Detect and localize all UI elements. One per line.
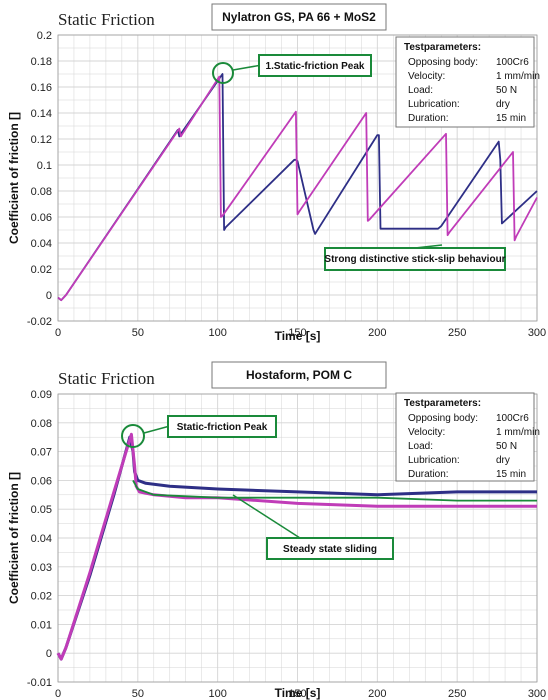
x-tick-label: 250 [448, 327, 466, 339]
x-tick-label: 0 [55, 327, 61, 339]
x-axis-label: Time [s] [275, 329, 321, 343]
parameter-label: Duration: [408, 469, 449, 480]
plot-frame [57, 34, 538, 322]
y-tick-label: -0.02 [27, 316, 52, 328]
y-tick-label: 0.04 [31, 238, 52, 250]
y-tick-label: 0.2 [37, 30, 52, 42]
parameter-label: Load: [408, 85, 433, 96]
x-tick-label: 100 [208, 327, 226, 339]
y-axis-label: Coefficient of friction [] [7, 112, 21, 244]
y-tick-label: 0.06 [31, 475, 52, 487]
y-tick-label: 0.08 [31, 186, 52, 198]
chart-title: Hostaform, POM C [246, 368, 352, 382]
y-axis-label: Coefficient of friction [] [7, 472, 21, 604]
parameter-label: Lubrication: [408, 455, 460, 466]
y-tick-label: -0.01 [27, 677, 52, 689]
chart-2: -0.0100.010.020.030.040.050.060.070.080.… [7, 361, 546, 700]
x-tick-label: 100 [208, 688, 226, 700]
annotation-leader [232, 494, 301, 539]
annotation-leader [232, 64, 260, 71]
chart-label: Static Friction [58, 369, 155, 388]
parameter-label: Lubrication: [408, 99, 460, 110]
x-tick-label: 0 [55, 688, 61, 700]
x-tick-label: 150 [288, 688, 306, 700]
y-tick-label: 0.14 [31, 108, 52, 120]
y-tick-label: 0 [46, 290, 52, 302]
testparameters-heading: Testparameters: [404, 398, 481, 409]
parameter-value: dry [496, 455, 510, 466]
plot-frame [57, 393, 538, 683]
x-tick-label: 200 [368, 327, 386, 339]
y-tick-label: 0.05 [31, 504, 52, 516]
y-tick-label: 0.18 [31, 56, 52, 68]
chart-label: Static Friction [58, 10, 155, 29]
series-line-3 [132, 479, 537, 502]
parameter-label: Load: [408, 441, 433, 452]
x-tick-label: 250 [448, 688, 466, 700]
y-tick-label: 0.06 [31, 212, 52, 224]
y-tick-label: 0.04 [31, 533, 52, 545]
parameter-value: 50 N [496, 85, 517, 96]
y-tick-label: 0.03 [31, 562, 52, 574]
parameter-value: 15 min [496, 469, 526, 480]
parameter-value: 100Cr6 [496, 57, 529, 68]
chart-title-box [211, 3, 387, 31]
parameter-label: Opposing body: [408, 57, 478, 68]
y-tick-label: 0.08 [31, 418, 52, 430]
chart-title-box [211, 361, 387, 389]
parameter-label: Duration: [408, 113, 449, 124]
parameter-label: Opposing body: [408, 413, 478, 424]
x-tick-label: 50 [132, 327, 144, 339]
chart-1: -0.0200.020.040.060.080.10.120.140.160.1… [7, 3, 546, 343]
x-tick-label: 300 [528, 688, 546, 700]
annotation-text: Static-friction Peak [177, 422, 268, 433]
testparameters-box [395, 392, 535, 482]
series-line-1 [57, 73, 538, 302]
annotation-leader [143, 425, 169, 434]
parameter-value: 15 min [496, 113, 526, 124]
y-tick-label: 0.12 [31, 134, 52, 146]
x-tick-label: 50 [132, 688, 144, 700]
annotation-text: Steady state sliding [283, 544, 377, 555]
parameter-value: 50 N [496, 441, 517, 452]
y-tick-label: 0.02 [31, 591, 52, 603]
testparameters-box [395, 36, 535, 128]
annotation-text: Strong distinctive stick-slip behaviour [324, 254, 505, 265]
y-tick-label: 0.09 [31, 389, 52, 401]
chart-title: Nylatron GS, PA 66 + MoS2 [222, 10, 376, 24]
parameter-value: dry [496, 99, 510, 110]
x-tick-label: 300 [528, 327, 546, 339]
y-tick-label: 0.1 [37, 160, 52, 172]
annotation-highlight-circle [212, 62, 234, 84]
annotation-box [258, 54, 372, 77]
y-tick-label: 0.16 [31, 82, 52, 94]
x-axis-label: Time [s] [275, 686, 321, 700]
y-tick-label: 0.07 [31, 447, 52, 459]
parameter-value: 1 mm/min [496, 71, 540, 82]
y-tick-label: 0 [46, 648, 52, 660]
annotation-box [167, 415, 277, 438]
series-line-2 [57, 75, 538, 302]
parameter-label: Velocity: [408, 427, 445, 438]
parameter-value: 100Cr6 [496, 413, 529, 424]
annotation-highlight-circle [121, 424, 145, 448]
x-tick-label: 200 [368, 688, 386, 700]
parameter-label: Velocity: [408, 71, 445, 82]
y-tick-label: 0.01 [31, 619, 52, 631]
testparameters-heading: Testparameters: [404, 42, 481, 53]
x-tick-label: 150 [288, 327, 306, 339]
annotation-box [324, 247, 506, 271]
annotation-text: 1.Static-friction Peak [266, 61, 365, 72]
y-tick-label: 0.02 [31, 264, 52, 276]
annotation-box [266, 537, 394, 560]
parameter-value: 1 mm/min [496, 427, 540, 438]
